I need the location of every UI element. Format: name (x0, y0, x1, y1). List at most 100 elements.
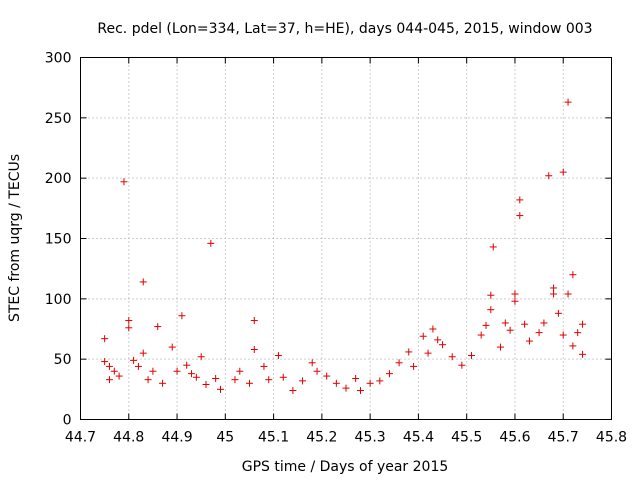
data-point (506, 326, 514, 334)
x-tick-label: 45.1 (258, 430, 289, 446)
data-point (332, 379, 340, 387)
data-point (144, 376, 152, 384)
data-point (105, 376, 113, 384)
data-point (352, 374, 360, 382)
x-tick-labels: 44.7 44.8 44.9 45 45.1 45.2 45.3 45.4 45.5 45.6 45… (65, 430, 627, 446)
data-point (550, 290, 558, 298)
data-point (405, 348, 413, 356)
y-tick-label: 0 (63, 413, 72, 429)
data-point (516, 212, 524, 220)
data-point (260, 362, 268, 370)
data-point (183, 361, 191, 369)
data-point (410, 362, 418, 370)
data-point (550, 284, 558, 292)
data-point (419, 332, 427, 340)
x-tick-label: 45.3 (355, 430, 386, 446)
data-point (569, 342, 577, 350)
x-tick-label: 44.7 (65, 430, 96, 446)
y-tick-label: 50 (54, 352, 72, 368)
data-point (395, 359, 403, 367)
data-point (516, 196, 524, 204)
data-point (308, 359, 316, 367)
data-point (154, 323, 162, 331)
data-point (376, 377, 384, 385)
data-point (356, 387, 364, 395)
data-point (125, 324, 133, 332)
data-point (511, 297, 519, 305)
data-point (245, 379, 253, 387)
data-point (559, 168, 567, 176)
data-point (299, 377, 307, 385)
y-tick-label: 200 (45, 171, 72, 187)
grid-lines (80, 57, 612, 420)
data-point (385, 370, 393, 378)
y-tick-label: 300 (45, 51, 72, 67)
data-point (574, 329, 582, 337)
y-tick-labels: 0 50 100 150 200 250 300 (45, 51, 72, 429)
data-point (125, 317, 133, 325)
data-point (168, 343, 176, 351)
data-point (173, 367, 181, 375)
data-point (434, 336, 442, 344)
data-point (525, 337, 533, 345)
data-point (105, 362, 113, 370)
axis-ticks (80, 57, 612, 420)
x-tick-label: 44.8 (113, 430, 144, 446)
data-point (496, 343, 504, 351)
plot-frame (80, 57, 612, 420)
data-point (250, 346, 258, 354)
data-point (134, 362, 142, 370)
data-point (521, 320, 529, 328)
data-point (265, 376, 273, 384)
data-point (207, 239, 215, 247)
data-point (139, 278, 147, 286)
data-point (130, 356, 138, 364)
x-tick-label: 44.9 (161, 430, 192, 446)
data-point (535, 329, 543, 337)
data-point (511, 290, 519, 298)
x-axis-label: GPS time / Days of year 2015 (242, 459, 449, 475)
data-point (274, 352, 282, 360)
data-point (188, 370, 196, 378)
data-point (545, 172, 553, 180)
data-point (501, 319, 509, 327)
data-point (279, 373, 287, 381)
data-point (313, 367, 321, 375)
data-point (101, 335, 109, 343)
data-point (487, 306, 495, 314)
data-point (342, 384, 350, 392)
data-point (101, 358, 109, 366)
data-point (424, 349, 432, 357)
x-tick-label: 45.4 (403, 430, 434, 446)
data-point (458, 361, 466, 369)
data-points (101, 98, 587, 395)
data-point (178, 312, 186, 320)
data-point (477, 331, 485, 339)
data-point (159, 379, 167, 387)
data-point (579, 320, 587, 328)
data-point (323, 372, 331, 380)
data-point (564, 290, 572, 298)
data-point (236, 367, 244, 375)
data-point (149, 367, 157, 375)
data-point (250, 317, 258, 325)
data-point (439, 341, 447, 349)
data-point (482, 321, 490, 329)
data-point (579, 350, 587, 358)
x-tick-label: 45.6 (499, 430, 530, 446)
data-point (489, 243, 497, 251)
data-point (197, 353, 205, 361)
data-point (120, 178, 128, 186)
data-point (231, 376, 239, 384)
data-point (202, 381, 210, 389)
x-tick-label: 45 (216, 430, 234, 446)
x-tick-label: 45.7 (548, 430, 579, 446)
x-tick-label: 45.8 (596, 430, 627, 446)
y-axis-label: STEC from uqrg / TECUs (7, 154, 23, 322)
data-point (569, 271, 577, 279)
x-tick-label: 45.5 (451, 430, 482, 446)
data-point (289, 387, 297, 395)
y-tick-label: 250 (45, 111, 72, 127)
data-point (115, 372, 123, 380)
